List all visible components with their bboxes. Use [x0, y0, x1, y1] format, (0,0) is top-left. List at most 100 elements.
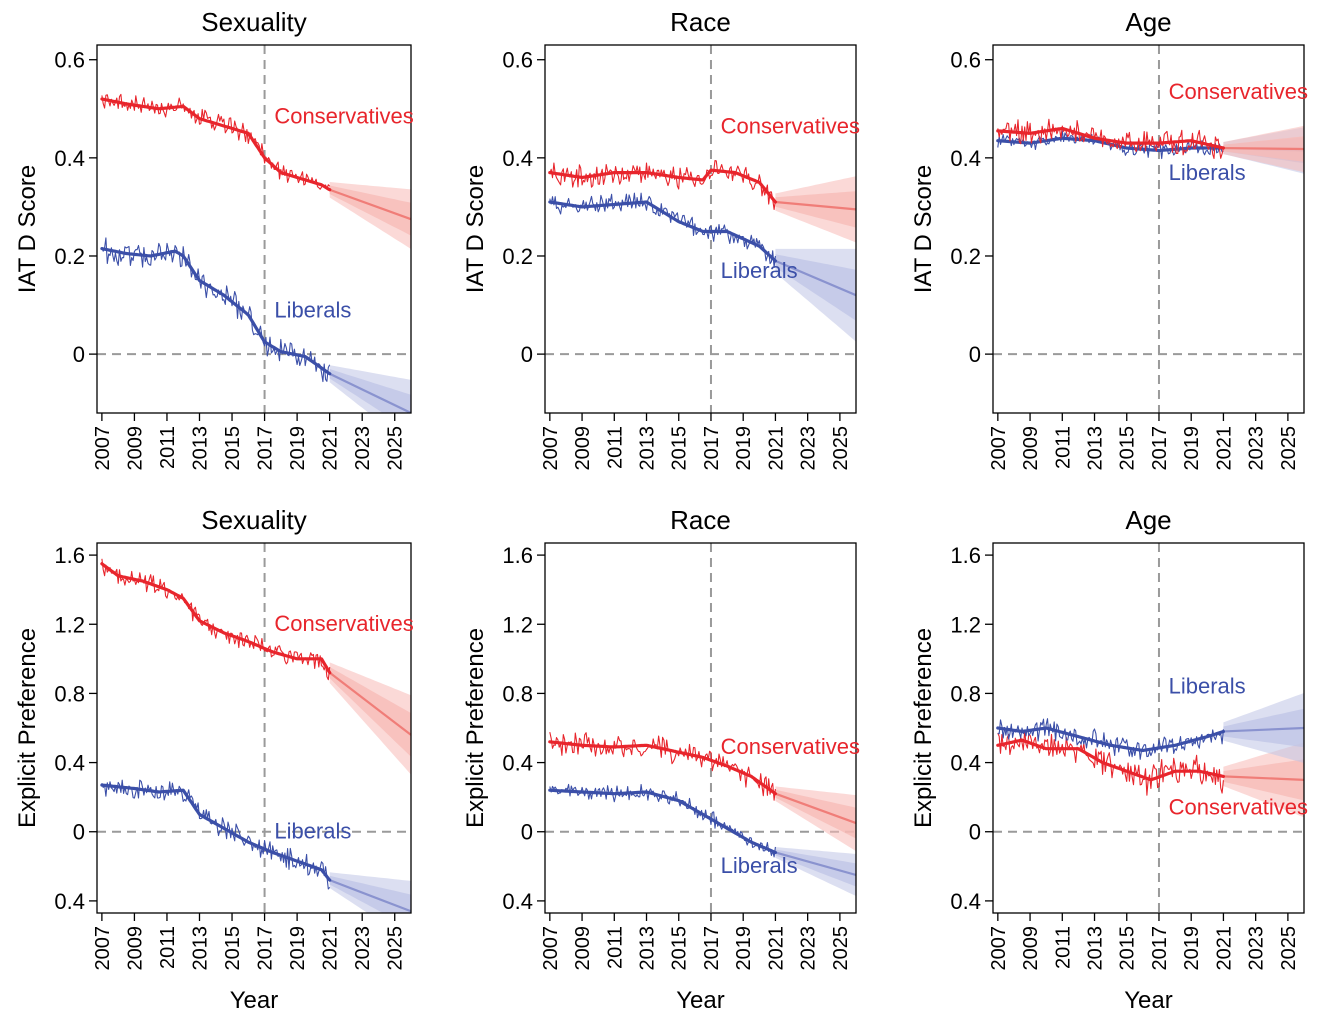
x-tick-label: 2023 — [1246, 426, 1268, 471]
y-axis-label: Explicit Preference — [14, 628, 41, 828]
conservatives-label: Conservatives — [1169, 794, 1308, 819]
x-tick-label: 2025 — [1278, 926, 1300, 971]
liberals-label: Liberals — [274, 819, 351, 844]
y-tick-label: 1.2 — [502, 612, 533, 637]
liberals-trend-line — [548, 200, 777, 263]
x-tick-label: 2017 — [701, 926, 723, 971]
conservatives-label: Conservatives — [274, 104, 413, 129]
y-tick-label: 0 — [73, 342, 85, 367]
x-tick-label: 2007 — [540, 426, 562, 471]
liberals-raw-line — [997, 718, 1224, 760]
liberals-label: Liberals — [1169, 160, 1246, 185]
x-tick-label: 2019 — [733, 426, 755, 471]
conservatives-forecast-line — [328, 671, 411, 736]
x-tick-label: 2011 — [604, 426, 626, 469]
plot-frame — [96, 44, 412, 414]
y-axis-label: IAT D Score — [462, 165, 489, 293]
conservatives-trend-line — [100, 97, 332, 192]
y-tick-label: 0.6 — [950, 48, 981, 73]
liberals-raw-line — [549, 783, 776, 858]
panel-title: Race — [670, 7, 731, 37]
panel-title: Age — [1125, 505, 1171, 535]
x-tick-label: 2015 — [1117, 426, 1139, 471]
liberals-raw-line — [101, 779, 331, 890]
panel-title: Age — [1125, 7, 1171, 37]
y-tick-label: 0.4 — [950, 146, 981, 171]
x-tick-label: 2013 — [1085, 926, 1107, 971]
x-tick-label: 2013 — [189, 426, 211, 471]
y-tick-label: 0.8 — [950, 681, 981, 706]
y-tick-label: 1.2 — [54, 612, 85, 637]
y-tick-label: 0.6 — [54, 48, 85, 73]
panel-title: Sexuality — [201, 7, 307, 37]
liberals-trend-line — [100, 247, 332, 376]
x-tick-label: 2025 — [1278, 426, 1300, 471]
conservatives-forecast-line — [1223, 146, 1304, 151]
y-tick-label: 0.2 — [502, 244, 533, 269]
conservatives-trend-line — [548, 740, 777, 796]
panel-5: 0.4 0 0.4 0.8 1.2 1.6 2007 2009 2011 2013 2015 2017… — [462, 505, 860, 1014]
x-tick-label: 2015 — [222, 426, 244, 471]
panel-title: Race — [670, 505, 731, 535]
x-tick-label: 2021 — [1213, 426, 1235, 471]
y-tick-label: 0 — [521, 820, 533, 845]
liberals-trend-line — [100, 783, 332, 882]
x-tick-label: 2013 — [1085, 426, 1107, 471]
x-tick-label: 2015 — [222, 926, 244, 971]
x-axis-label: Year — [676, 987, 725, 1014]
liberals-raw-line — [997, 129, 1224, 160]
y-tick-label: 0.2 — [54, 244, 85, 269]
y-tick-label: 0 — [969, 342, 981, 367]
x-tick-label: 2017 — [1149, 926, 1171, 971]
liberals-forecast-line — [329, 372, 411, 413]
y-tick-label: 0 — [73, 820, 85, 845]
liberals-label: Liberals — [1169, 673, 1246, 698]
conservatives-raw-line — [997, 118, 1224, 160]
liberals-forecast-band — [775, 254, 856, 321]
x-tick-label: 2025 — [830, 426, 852, 471]
panel-2: 0 0.2 0.4 0.6 2007 2009 2011 2013 2015 2017 2019 20… — [462, 7, 860, 471]
x-tick-label: 2021 — [1213, 926, 1235, 971]
x-tick-label: 2013 — [637, 426, 659, 471]
x-tick-label: 2025 — [830, 926, 852, 971]
liberals-forecast-band — [1223, 708, 1304, 748]
y-tick-label: 0 — [969, 820, 981, 845]
x-tick-label: 2019 — [287, 426, 309, 471]
y-tick-label: 0.8 — [54, 681, 85, 706]
plot-area — [545, 543, 856, 913]
x-tick-label: 2013 — [637, 926, 659, 971]
x-tick-label: 2021 — [765, 426, 787, 471]
x-tick-label: 2021 — [320, 426, 342, 471]
conservatives-label: Conservatives — [721, 734, 860, 759]
liberals-raw-line — [101, 237, 331, 383]
x-tick-label: 2023 — [798, 926, 820, 971]
conservatives-forecast-band — [775, 191, 856, 228]
y-tick-label: 1.6 — [950, 543, 981, 568]
conservatives-forecast-line — [1223, 775, 1304, 781]
liberals-trend-line — [548, 788, 777, 855]
x-tick-label: 2007 — [540, 926, 562, 971]
x-tick-label: 2009 — [124, 926, 146, 971]
plot-frame — [544, 542, 857, 914]
liberals-raw-line — [549, 192, 776, 268]
x-tick-label: 2011 — [1052, 926, 1074, 969]
conservatives-raw-line — [997, 730, 1224, 796]
x-axis-label: Year — [230, 987, 279, 1014]
panel-6: 0.4 0 0.4 0.8 1.2 1.6 2007 2009 2011 2013 2015 2017… — [910, 505, 1308, 1014]
x-tick-label: 2007 — [988, 426, 1010, 471]
conservatives-forecast-line — [775, 200, 856, 211]
x-tick-label: 2019 — [733, 926, 755, 971]
x-tick-label: 2011 — [1052, 426, 1074, 469]
liberals-forecast-line — [775, 851, 856, 877]
x-tick-label: 2017 — [255, 926, 277, 971]
x-tick-label: 2017 — [1149, 426, 1171, 471]
plot-area — [97, 45, 411, 413]
conservatives-label: Conservatives — [1169, 79, 1308, 104]
liberals-label: Liberals — [274, 297, 351, 322]
x-tick-label: 2011 — [157, 926, 179, 969]
liberals-forecast-line — [329, 879, 411, 913]
x-tick-label: 2009 — [124, 426, 146, 471]
plot-frame — [992, 44, 1305, 414]
x-tick-label: 2023 — [1246, 926, 1268, 971]
